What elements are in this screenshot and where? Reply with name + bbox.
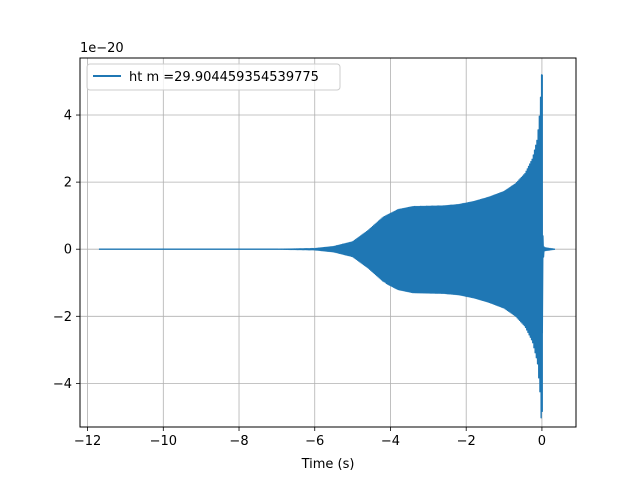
y-tick-label: −4 [53, 377, 72, 392]
x-tick-label: −6 [305, 434, 324, 449]
legend: ht m =29.904459354539775 [86, 63, 341, 91]
offset-text: 1e−20 [80, 41, 124, 56]
x-tick-label: −8 [229, 434, 248, 449]
legend-label: ht m =29.904459354539775 [129, 70, 319, 85]
x-tick-label: 0 [538, 434, 546, 449]
y-tick-label: 0 [64, 243, 72, 258]
y-tick-label: −2 [53, 310, 72, 325]
y-tick-label: 4 [64, 109, 72, 124]
x-axis-label: Time (s) [301, 457, 355, 472]
x-tick-label: −12 [74, 434, 101, 449]
x-tick-label: −10 [150, 434, 177, 449]
y-tick-label: 2 [64, 176, 72, 191]
x-tick-label: −2 [457, 434, 476, 449]
x-ticks: −12 −10 −8 −6 −4 −2 0 [74, 427, 546, 449]
x-tick-label: −4 [381, 434, 400, 449]
legend-box [86, 63, 341, 91]
y-ticks: −4 −2 0 2 4 [53, 109, 80, 392]
plot-frame [79, 57, 577, 428]
series-layer [98, 74, 556, 419]
series-line [98, 74, 556, 419]
